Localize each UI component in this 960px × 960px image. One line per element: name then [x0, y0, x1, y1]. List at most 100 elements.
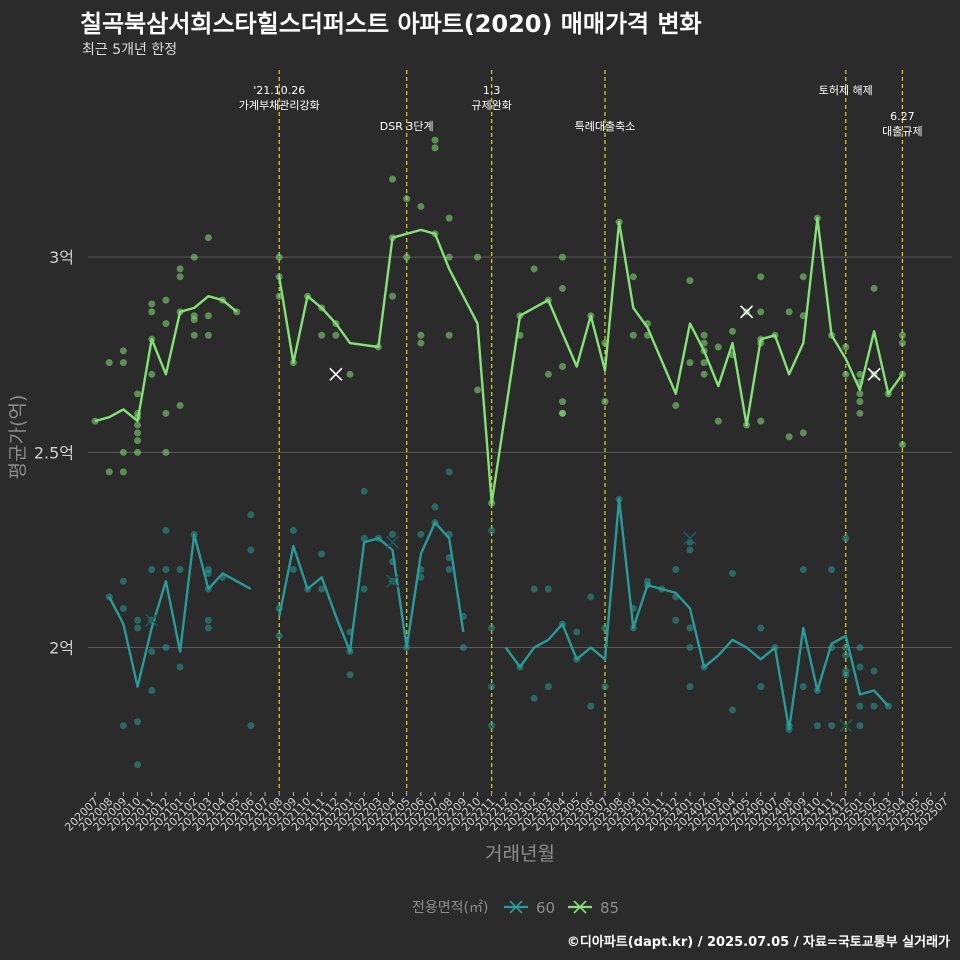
data-point-60: [346, 671, 354, 679]
data-point-85: [148, 300, 156, 308]
data-point-60: [842, 651, 850, 659]
data-point-85: [346, 370, 354, 378]
data-point-85: [332, 331, 340, 339]
event-label: DSR 3단계: [380, 120, 434, 133]
cancelled-mark-85: [740, 305, 754, 319]
data-point-60: [318, 550, 326, 558]
cancelled-transaction-marks: [145, 305, 881, 733]
data-point-60: [842, 534, 850, 542]
data-point-60: [360, 487, 368, 495]
data-point-60: [587, 593, 595, 601]
source-credit: ©디아파트(dapt.kr) / 2025.07.05 / 자료=국토교통부 실…: [566, 935, 950, 950]
data-point-60: [204, 624, 212, 632]
data-point-60: [757, 624, 765, 632]
data-point-60: [431, 503, 439, 511]
data-point-85: [898, 441, 906, 449]
data-point-85: [204, 312, 212, 320]
data-point-85: [700, 331, 708, 339]
data-point-85: [474, 253, 482, 261]
average-price-lines: [94, 216, 904, 731]
data-point-60: [672, 565, 680, 573]
data-point-60: [318, 585, 326, 593]
data-point-85: [134, 437, 142, 445]
event-label: 특례대출축소: [575, 120, 636, 133]
legend-label-60: 60: [536, 899, 555, 917]
data-point-60: [856, 722, 864, 730]
x-axis-title: 거래년월: [485, 843, 555, 865]
data-point-85: [558, 398, 566, 406]
chart-subtitle: 최근 5개년 한정: [82, 42, 178, 58]
data-point-60: [176, 663, 184, 671]
data-point-60: [686, 683, 694, 691]
data-point-85: [898, 339, 906, 347]
data-point-85: [714, 343, 722, 351]
data-point-85: [431, 144, 439, 152]
chart-title: 칠곡북삼서희스타힐스더퍼스트 아파트(2020) 매매가격 변화: [80, 10, 702, 38]
cancelled-mark-60: [385, 574, 400, 588]
data-point-85: [162, 409, 170, 417]
data-point-60: [247, 511, 255, 519]
data-point-85: [162, 448, 170, 456]
legend-mark-85: [573, 900, 587, 914]
data-point-60: [530, 585, 538, 593]
data-point-85: [275, 253, 283, 261]
data-point-85: [176, 265, 184, 273]
y-tick-label: 2.5억: [34, 443, 74, 462]
data-point-85: [176, 402, 184, 410]
data-point-85: [190, 331, 198, 339]
data-point-60: [757, 683, 765, 691]
data-point-85: [403, 195, 411, 203]
data-point-85: [204, 331, 212, 339]
data-point-85: [728, 327, 736, 335]
data-point-60: [162, 565, 170, 573]
event-label-line: 가계부채관리강화: [239, 99, 320, 112]
data-point-60: [176, 565, 184, 573]
data-point-60: [686, 546, 694, 554]
data-point-85: [417, 339, 425, 347]
data-point-85: [757, 273, 765, 281]
data-point-85: [119, 347, 127, 355]
data-point-85: [190, 253, 198, 261]
data-point-85: [558, 253, 566, 261]
data-point-85: [757, 308, 765, 316]
data-point-60: [530, 694, 538, 702]
data-point-85: [898, 331, 906, 339]
series-line-60: [108, 533, 252, 688]
data-point-85: [148, 308, 156, 316]
event-label-line: DSR 3단계: [380, 120, 434, 133]
data-point-60: [573, 628, 581, 636]
data-point-60: [389, 530, 397, 538]
data-point-85: [445, 253, 453, 261]
event-label-line: 1.3: [483, 84, 501, 97]
cancelled-mark-60: [683, 531, 697, 545]
series-line-60: [278, 521, 465, 653]
data-point-85: [119, 448, 127, 456]
data-point-85: [799, 273, 807, 281]
cancelled-mark-60: [839, 719, 853, 733]
data-point-85: [204, 234, 212, 242]
data-point-60: [870, 702, 878, 710]
series-line-85: [94, 295, 238, 423]
x-axis: 2020072020082020092020102020112020122021…: [62, 792, 951, 834]
data-point-85: [134, 448, 142, 456]
data-point-60: [488, 624, 496, 632]
data-point-60: [162, 526, 170, 534]
data-point-60: [601, 683, 609, 691]
data-point-60: [417, 573, 425, 581]
data-point-85: [601, 398, 609, 406]
data-point-60: [119, 577, 127, 585]
data-point-60: [828, 565, 836, 573]
data-point-85: [842, 343, 850, 351]
y-axis-title: 평균가(억): [7, 395, 29, 480]
data-point-85: [176, 273, 184, 281]
data-point-60: [488, 526, 496, 534]
data-point-60: [417, 530, 425, 538]
data-point-85: [134, 421, 142, 429]
data-point-85: [530, 265, 538, 273]
data-point-85: [856, 409, 864, 417]
event-label: 6.27 대출규제: [882, 110, 922, 138]
data-point-60: [813, 722, 821, 730]
data-point-85: [119, 468, 127, 476]
data-point-60: [134, 761, 142, 769]
data-point-85: [544, 370, 552, 378]
